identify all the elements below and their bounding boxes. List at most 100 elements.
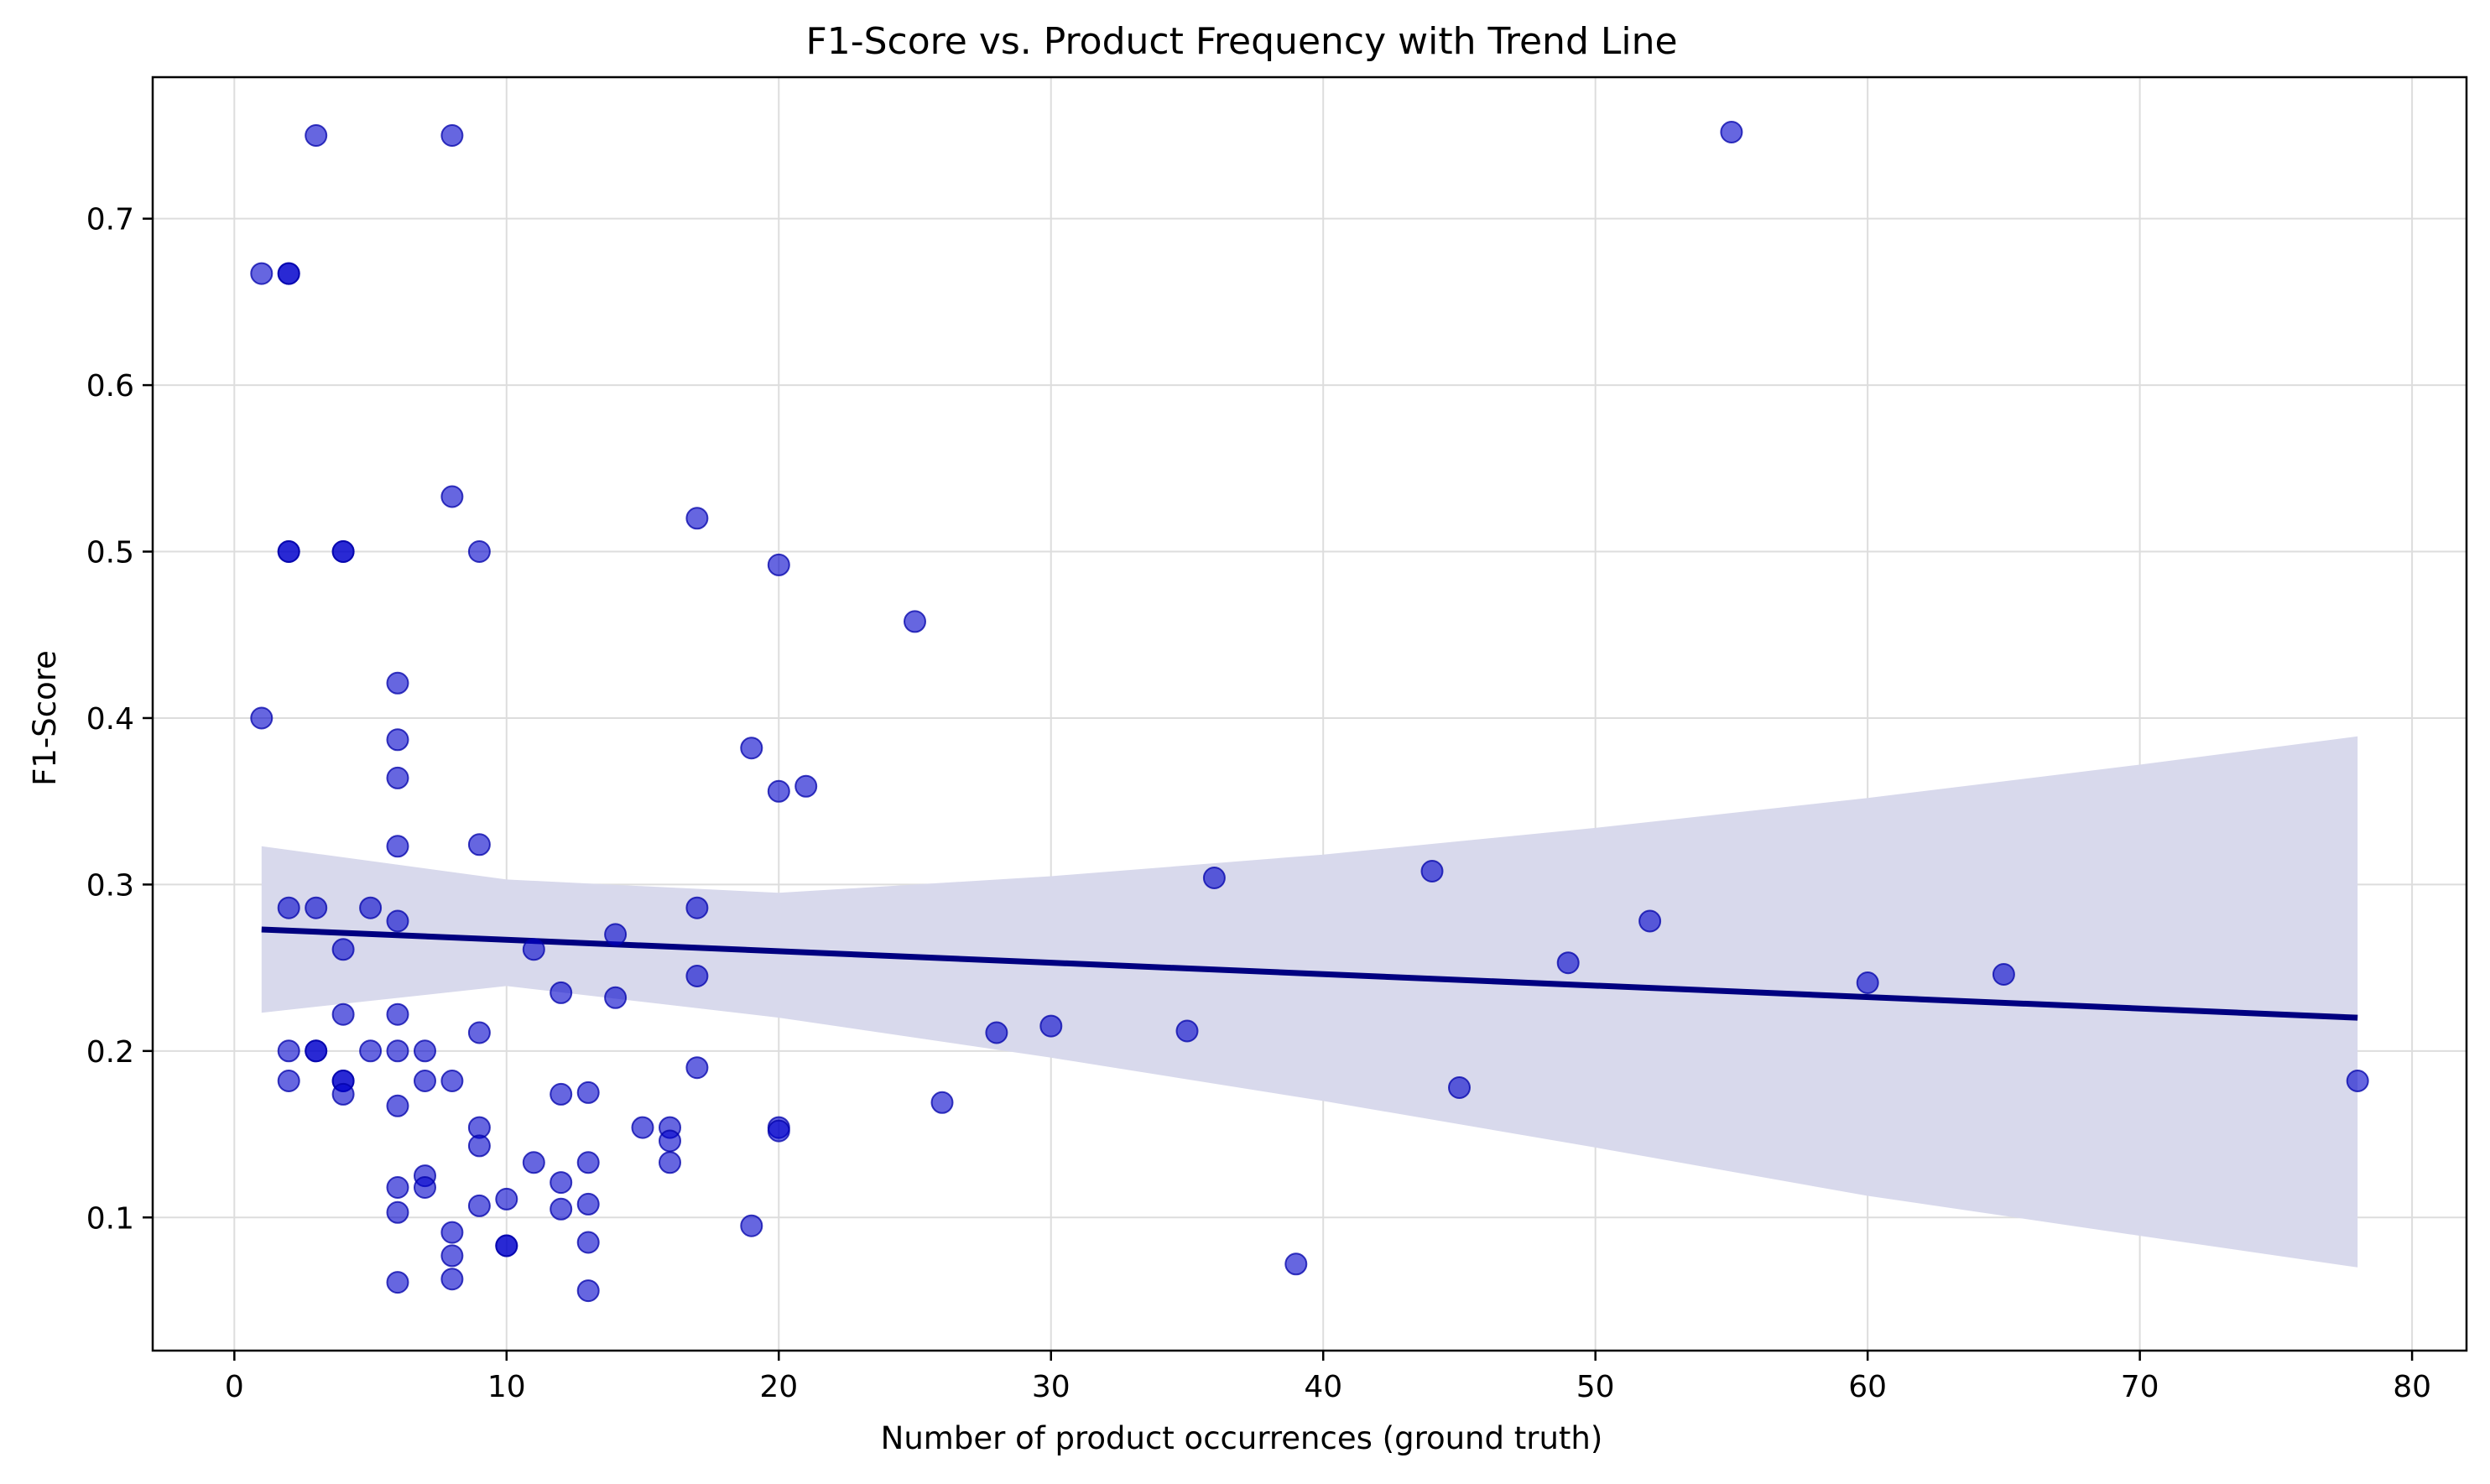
data-point bbox=[740, 1214, 763, 1237]
data-point bbox=[1720, 121, 1743, 143]
y-tick-label: 0.2 bbox=[86, 1035, 134, 1070]
data-point bbox=[440, 1268, 464, 1291]
data-point bbox=[767, 553, 790, 576]
data-point bbox=[250, 706, 273, 730]
data-point bbox=[277, 1039, 300, 1063]
data-point bbox=[414, 1039, 436, 1063]
data-point bbox=[359, 896, 383, 919]
confidence-band bbox=[261, 736, 2358, 1268]
data-point bbox=[930, 1091, 954, 1114]
data-point bbox=[767, 1119, 790, 1143]
x-tick-label: 0 bbox=[225, 1370, 244, 1404]
data-point bbox=[576, 1192, 600, 1216]
data-point bbox=[550, 1197, 573, 1221]
data-point bbox=[467, 1021, 491, 1044]
y-tick-label: 0.6 bbox=[86, 369, 134, 404]
data-point bbox=[1992, 963, 2015, 986]
data-point bbox=[985, 1021, 1008, 1044]
data-point bbox=[386, 1271, 409, 1294]
data-point bbox=[1856, 971, 1879, 994]
data-point bbox=[440, 124, 464, 147]
data-point bbox=[1175, 1019, 1199, 1043]
data-point bbox=[440, 1070, 464, 1092]
data-point bbox=[250, 262, 273, 285]
data-point bbox=[522, 1151, 545, 1174]
x-axis-label: Number of product occurrences (ground tr… bbox=[881, 1420, 1603, 1456]
data-point bbox=[467, 540, 491, 563]
x-tick-label: 40 bbox=[1304, 1370, 1342, 1404]
y-tick-label: 0.5 bbox=[86, 536, 134, 570]
data-point bbox=[386, 1200, 409, 1224]
data-point bbox=[305, 1039, 328, 1063]
data-point bbox=[386, 909, 409, 933]
data-point bbox=[414, 1070, 436, 1092]
data-point bbox=[604, 986, 628, 1009]
data-point bbox=[386, 1094, 409, 1117]
data-point bbox=[604, 923, 628, 946]
data-point bbox=[550, 1082, 573, 1106]
chart-title: F1-Score vs. Product Frequency with Tren… bbox=[805, 20, 1677, 63]
data-point bbox=[386, 766, 409, 789]
data-point bbox=[305, 124, 328, 147]
y-tick-label: 0.3 bbox=[86, 868, 134, 903]
data-point bbox=[386, 1176, 409, 1199]
data-point bbox=[277, 540, 300, 563]
data-point bbox=[576, 1231, 600, 1254]
y-tick-label: 0.4 bbox=[86, 702, 134, 737]
data-point bbox=[440, 1244, 464, 1268]
data-point bbox=[1448, 1076, 1471, 1099]
data-point bbox=[331, 540, 355, 563]
data-point bbox=[331, 1002, 355, 1026]
data-point bbox=[359, 1039, 383, 1063]
data-point bbox=[467, 1134, 491, 1158]
data-point bbox=[277, 1070, 300, 1092]
data-point bbox=[767, 779, 790, 803]
data-point bbox=[386, 728, 409, 752]
y-tick-label: 0.1 bbox=[86, 1201, 134, 1236]
data-point bbox=[305, 896, 328, 919]
data-point bbox=[1638, 909, 1662, 933]
data-points bbox=[250, 121, 2369, 1303]
x-tick-label: 50 bbox=[1576, 1370, 1615, 1404]
data-point bbox=[576, 1151, 600, 1174]
data-point bbox=[386, 671, 409, 695]
data-point bbox=[576, 1080, 600, 1104]
data-point bbox=[576, 1279, 600, 1303]
data-point bbox=[2346, 1070, 2369, 1092]
data-point bbox=[550, 1171, 573, 1195]
x-tick-label: 60 bbox=[1848, 1370, 1887, 1404]
data-point bbox=[1284, 1252, 1308, 1276]
data-point bbox=[331, 1082, 355, 1106]
data-point bbox=[386, 1002, 409, 1026]
x-tick-label: 20 bbox=[759, 1370, 798, 1404]
data-point bbox=[467, 1194, 491, 1217]
y-axis-ticks: 0.1 0.2 0.3 0.4 0.5 0.6 0.7 bbox=[86, 203, 153, 1236]
x-tick-label: 80 bbox=[2393, 1370, 2431, 1404]
x-tick-label: 70 bbox=[2121, 1370, 2159, 1404]
data-point bbox=[550, 981, 573, 1004]
data-point bbox=[522, 938, 545, 961]
y-axis-label: F1-Score bbox=[27, 650, 63, 786]
data-point bbox=[740, 737, 763, 760]
x-axis-ticks: 0 10 20 30 40 50 60 70 80 bbox=[225, 1351, 2431, 1404]
x-tick-label: 30 bbox=[1032, 1370, 1070, 1404]
plot-frame bbox=[151, 76, 2468, 1352]
data-point bbox=[685, 965, 709, 987]
x-tick-label: 10 bbox=[487, 1370, 526, 1404]
data-point bbox=[467, 833, 491, 857]
y-tick-label: 0.7 bbox=[86, 203, 134, 237]
data-point bbox=[495, 1234, 518, 1257]
data-point bbox=[904, 610, 926, 633]
confidence-band-layer bbox=[261, 736, 2358, 1268]
data-point bbox=[1420, 860, 1444, 883]
data-point bbox=[1039, 1014, 1063, 1038]
data-point bbox=[1556, 951, 1580, 975]
data-point bbox=[685, 507, 709, 530]
data-point bbox=[386, 835, 409, 858]
data-point bbox=[631, 1116, 654, 1139]
data-point bbox=[685, 1056, 709, 1080]
data-point bbox=[659, 1151, 681, 1174]
data-point bbox=[277, 262, 300, 285]
